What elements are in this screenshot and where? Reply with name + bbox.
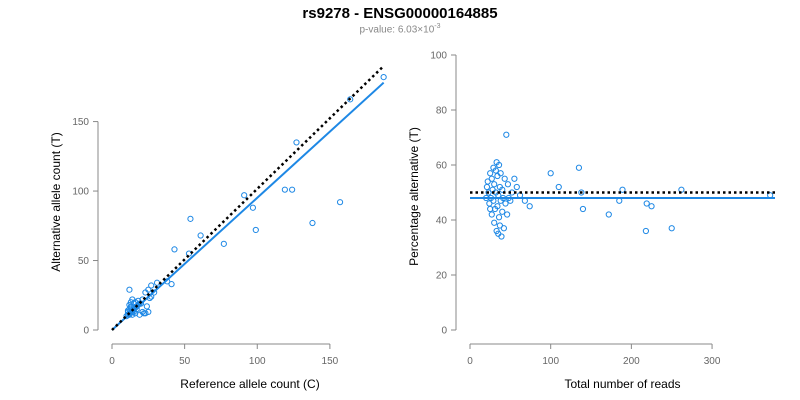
left-data-point: [380, 74, 387, 81]
left-y-axis-label: Alternative allele count (T): [49, 132, 63, 271]
right-data-point: [575, 164, 583, 171]
right-data-point: [499, 208, 506, 215]
left-data-point: [281, 186, 288, 193]
right-data-point: [484, 178, 491, 185]
right-data-point: [578, 189, 585, 196]
right-data-point: [513, 183, 520, 191]
left-y-tick-label: 0: [83, 326, 89, 337]
right-x-axis-label: Total number of reads: [564, 377, 680, 391]
left-data-point: [130, 300, 137, 307]
left-data-point: [249, 204, 257, 211]
right-y-axis-label: Percentage alternative (T): [407, 127, 421, 266]
left-y-tick-label: 150: [72, 117, 89, 128]
left-data-point: [289, 186, 296, 193]
left-data-point: [143, 303, 150, 310]
right-data-point: [494, 203, 501, 210]
right-data-point: [502, 200, 509, 207]
right-data-point: [501, 175, 508, 182]
right-data-point: [485, 189, 492, 196]
right-data-point: [491, 219, 498, 226]
right-data-point: [643, 200, 650, 207]
right-data-point: [526, 203, 533, 210]
left-data-point: [187, 215, 194, 222]
right-data-point: [668, 225, 675, 232]
left-data-point: [132, 299, 139, 306]
right-y-tick-label: 40: [436, 216, 448, 227]
right-data-point: [605, 211, 612, 218]
right-data-point: [497, 170, 504, 177]
left-y-tick-label: 50: [78, 256, 90, 267]
left-data-point: [347, 96, 354, 103]
left-x-axis-label: Reference allele count (C): [180, 377, 319, 391]
right-data-point: [498, 233, 505, 240]
left-data-point: [336, 199, 344, 206]
left-data-point: [241, 192, 248, 199]
right-data-point: [619, 186, 626, 193]
left-data-point: [151, 289, 158, 296]
right-y-tick-label: 60: [436, 161, 448, 172]
left-x-tick-label: 50: [179, 356, 191, 367]
right-data-point: [642, 227, 649, 235]
right-data-point: [555, 183, 562, 191]
right-data-point: [579, 205, 587, 213]
left-x-tick-label: 100: [249, 356, 266, 367]
left-data-point: [148, 282, 155, 289]
right-data-point: [487, 170, 494, 177]
left-x-tick-label: 150: [322, 356, 339, 367]
right-data-point: [488, 211, 495, 218]
left-data-point: [168, 281, 175, 288]
right-data-point: [499, 186, 506, 193]
left-data-point: [197, 232, 204, 239]
right-data-point: [503, 131, 510, 138]
pvalue-exponent: -3: [434, 23, 441, 30]
left-data-point: [171, 246, 178, 253]
right-data-point: [495, 161, 503, 169]
right-x-tick-label: 0: [467, 356, 473, 367]
right-data-point: [488, 175, 495, 182]
left-data-point: [293, 139, 300, 146]
left-data-point: [127, 304, 134, 311]
left-fit-line: [111, 81, 385, 331]
right-data-point: [504, 181, 512, 188]
left-x-tick-label: 0: [109, 356, 115, 367]
left-data-point: [137, 300, 145, 307]
right-x-tick-label: 100: [542, 356, 559, 367]
right-data-point: [648, 203, 655, 210]
right-y-tick-label: 20: [436, 271, 448, 282]
right-data-point: [492, 167, 499, 174]
right-data-point: [491, 181, 498, 188]
right-data-point: [511, 175, 518, 182]
right-data-point: [483, 183, 491, 191]
right-data-point: [500, 225, 507, 232]
right-data-point: [547, 170, 554, 177]
right-y-tick-label: 80: [436, 106, 448, 117]
right-data-point: [504, 211, 511, 218]
right-y-tick-label: 100: [430, 51, 447, 62]
right-x-tick-label: 200: [623, 356, 640, 367]
left-reference-line: [111, 65, 385, 331]
left-data-point: [126, 286, 133, 293]
left-data-point: [145, 308, 152, 316]
left-data-point: [309, 219, 316, 227]
left-y-tick-label: 100: [72, 187, 89, 198]
chart-subtitle: p-value: 6.03×10-3: [0, 23, 800, 35]
left-data-point: [220, 240, 227, 247]
chart-title: rs9278 - ENSG00000164885: [302, 5, 498, 22]
right-data-point: [495, 214, 503, 221]
right-data-point: [496, 222, 503, 229]
left-data-point: [252, 226, 259, 234]
left-data-point: [145, 286, 152, 293]
right-x-tick-label: 300: [704, 356, 721, 367]
left-data-point: [142, 310, 149, 317]
right-y-tick-label: 0: [441, 326, 447, 337]
pvalue-text: p-value: 6.03×10: [359, 24, 435, 36]
